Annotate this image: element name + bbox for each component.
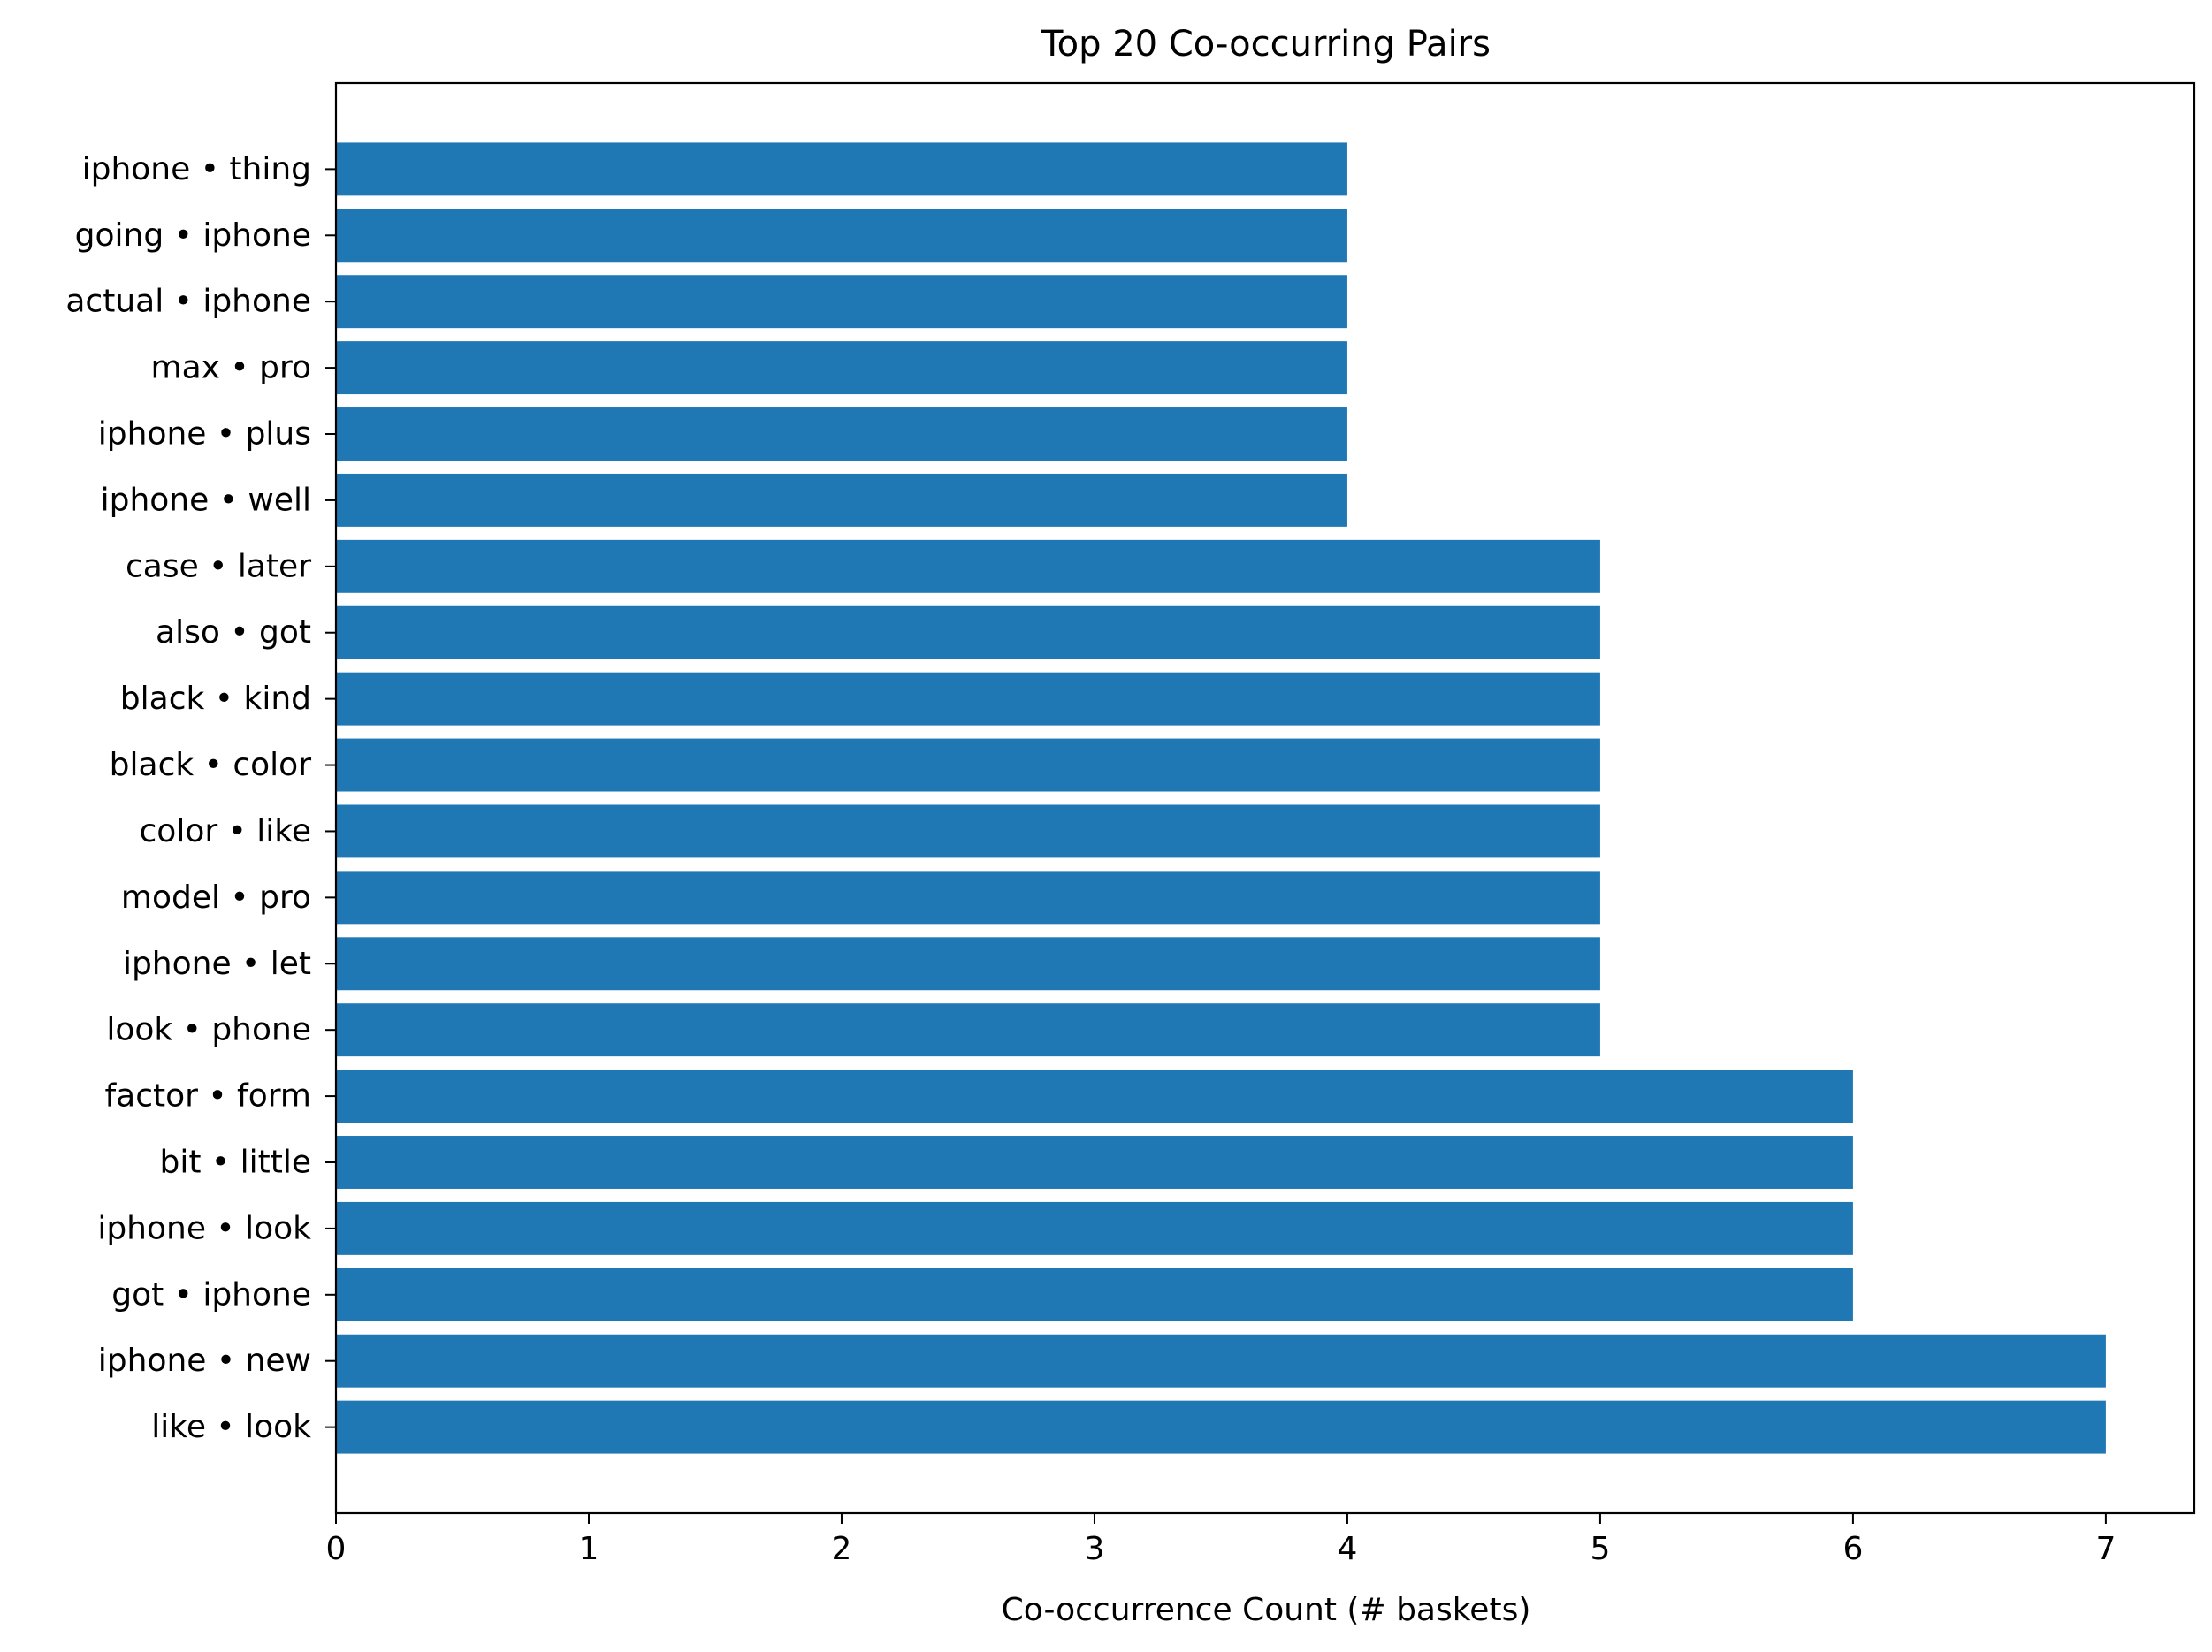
y-tick-label: iphone • new bbox=[98, 1343, 311, 1379]
y-tick-label: also • got bbox=[156, 614, 311, 651]
bar bbox=[336, 1136, 1853, 1189]
y-tick-label: like • look bbox=[151, 1409, 311, 1445]
y-tick-label: going • iphone bbox=[75, 217, 311, 254]
bar bbox=[336, 672, 1600, 726]
bar bbox=[336, 142, 1347, 196]
y-tick-label: look • phone bbox=[106, 1012, 311, 1048]
y-tick-label: iphone • well bbox=[101, 482, 311, 518]
x-tick-label: 1 bbox=[579, 1531, 599, 1567]
bar bbox=[336, 1070, 1853, 1123]
y-tick-label: black • kind bbox=[120, 681, 311, 717]
x-tick-label: 7 bbox=[2095, 1531, 2116, 1567]
y-tick-label: actual • iphone bbox=[65, 284, 311, 320]
y-tick-label: max • pro bbox=[151, 350, 311, 386]
y-tick-label: bit • little bbox=[160, 1144, 311, 1180]
bar bbox=[336, 1268, 1853, 1321]
bar bbox=[336, 275, 1347, 329]
y-tick-label: black • color bbox=[110, 747, 312, 783]
x-tick-label: 0 bbox=[326, 1531, 347, 1567]
plot-area-frame bbox=[334, 81, 2196, 1515]
y-tick-label: color • like bbox=[140, 813, 311, 849]
y-tick-label: iphone • plus bbox=[98, 416, 311, 453]
y-tick-label: iphone • thing bbox=[82, 151, 311, 187]
y-tick-label: got • iphone bbox=[111, 1276, 311, 1313]
x-axis-ticks: 0 1 2 3 4 5 6 7 bbox=[326, 1513, 2116, 1567]
bar bbox=[336, 937, 1600, 991]
bar bbox=[336, 1334, 2106, 1388]
x-tick-label: 3 bbox=[1085, 1531, 1105, 1567]
bar bbox=[336, 605, 1600, 659]
bar bbox=[336, 871, 1600, 925]
x-tick-label: 5 bbox=[1590, 1531, 1610, 1567]
x-tick-label: 2 bbox=[832, 1531, 852, 1567]
bar bbox=[336, 473, 1347, 527]
y-tick-label: iphone • look bbox=[97, 1210, 311, 1246]
bar bbox=[336, 539, 1600, 593]
y-tick-label: case • later bbox=[126, 548, 311, 584]
bar bbox=[336, 804, 1600, 858]
bar bbox=[336, 738, 1600, 792]
bar bbox=[336, 1201, 1853, 1255]
x-tick-label: 6 bbox=[1842, 1531, 1863, 1567]
y-tick-label: model • pro bbox=[121, 879, 311, 916]
x-axis-label: Co-occurrence Count (# baskets) bbox=[1002, 1592, 1531, 1628]
bar bbox=[336, 341, 1347, 395]
bar bbox=[336, 209, 1347, 263]
y-axis-ticks: like • look iphone • new got • iphone iphon… bbox=[65, 151, 336, 1445]
bar bbox=[336, 1003, 1600, 1057]
x-tick-label: 4 bbox=[1337, 1531, 1357, 1567]
bars-group bbox=[336, 142, 2106, 1454]
y-tick-label: factor • form bbox=[104, 1078, 311, 1115]
chart-title: Top 20 Co-occurring Pairs bbox=[1041, 24, 1491, 65]
bar bbox=[336, 1400, 2106, 1454]
bar bbox=[336, 407, 1347, 461]
y-tick-label: iphone • let bbox=[123, 946, 311, 982]
